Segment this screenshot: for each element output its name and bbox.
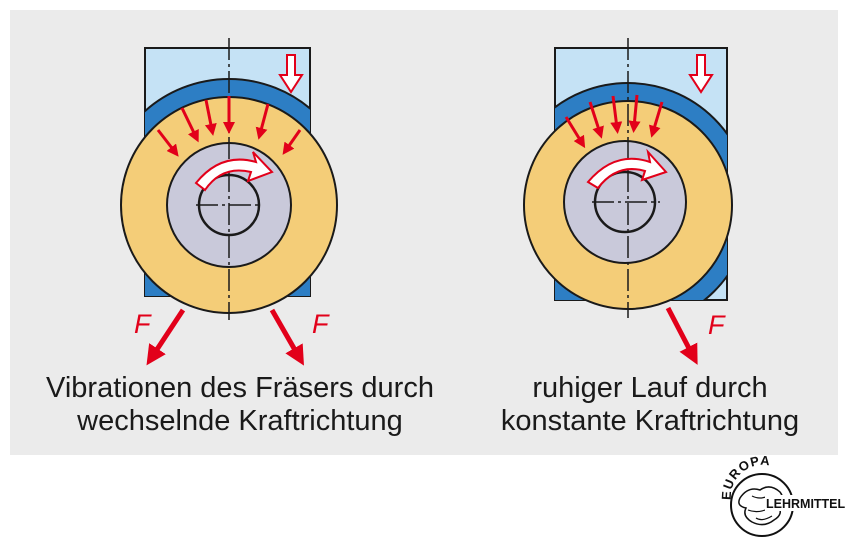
right-radial-arrows [564, 94, 664, 149]
right-rotation-arrow [586, 148, 668, 190]
right-caption-line1: ruhiger Lauf durch [532, 372, 768, 404]
left-feed-arrow [278, 54, 304, 94]
right-caption: ruhiger Lauf durch konstante Kraftrichtu… [460, 372, 840, 438]
right-caption-line2: konstante Kraftrichtung [500, 405, 800, 437]
left-radial-arrows [156, 96, 302, 157]
left-force-label-1: F [134, 309, 152, 339]
right-feed-arrow [688, 54, 714, 94]
logo-lehrmittel-text: LEHRMITTEL [766, 497, 846, 511]
left-rotation-arrow [194, 151, 274, 192]
left-caption-line1: Vibrationen des Fräsers durch [46, 372, 434, 404]
left-figure: F F [120, 38, 338, 366]
europa-lehrmittel-logo: EUROPA LEHRMITTEL [719, 453, 846, 537]
left-caption: Vibrationen des Fräsers durch wechselnde… [20, 372, 460, 438]
left-force-arrow-2 [269, 308, 304, 366]
right-force-arrow [665, 306, 698, 365]
right-figure: F [523, 38, 733, 365]
left-force-label-2: F [312, 309, 330, 339]
right-force-label: F [708, 310, 726, 340]
left-caption-line2: wechselnde Kraftrichtung [77, 405, 403, 437]
left-force-arrow-1 [146, 308, 186, 366]
